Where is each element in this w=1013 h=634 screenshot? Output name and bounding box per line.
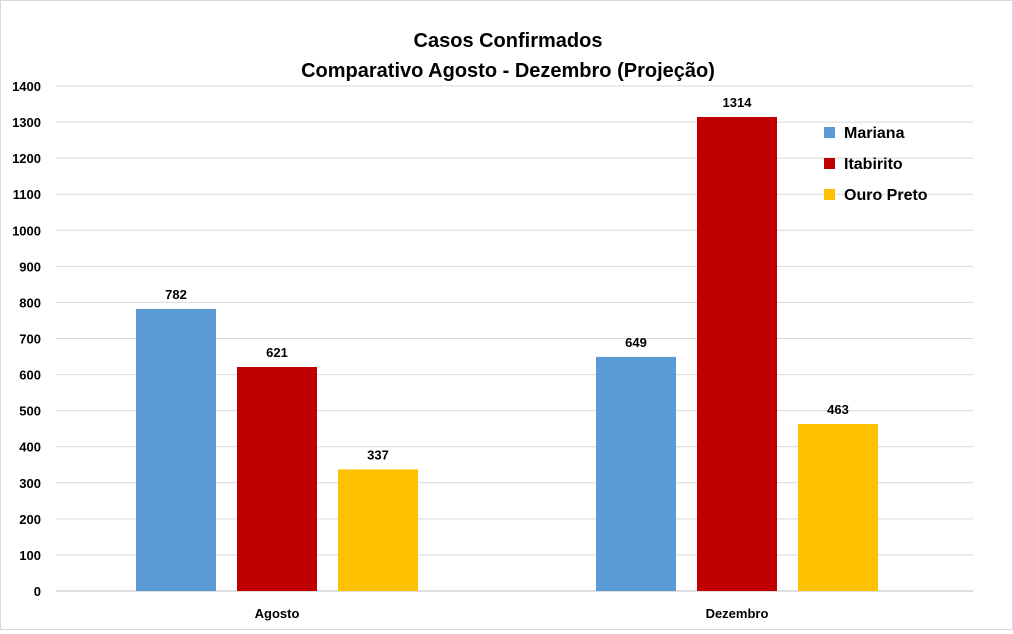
data-label: 649 (625, 335, 647, 350)
x-category-label: Dezembro (706, 606, 769, 621)
y-tick-label: 1400 (12, 79, 41, 94)
data-label: 621 (266, 345, 288, 360)
data-label: 337 (367, 447, 389, 462)
y-tick-label: 900 (19, 259, 41, 274)
data-label: 782 (165, 287, 187, 302)
data-labels: 782 621 337 649 1314 463 (165, 95, 849, 462)
y-tick-label: 0 (34, 584, 41, 599)
x-axis-categories: Agosto Dezembro (255, 606, 769, 621)
y-tick-label: 500 (19, 404, 41, 419)
legend-label: Mariana (844, 125, 905, 142)
y-tick-label: 1000 (12, 223, 41, 238)
y-axis-ticks: 0 100 200 300 400 500 600 700 800 900 1000 1100 1200… (12, 79, 41, 599)
y-tick-label: 1200 (12, 151, 41, 166)
chart-title: Casos Confirmados (414, 30, 603, 52)
y-tick-label: 100 (19, 548, 41, 563)
legend-swatch (824, 158, 835, 169)
x-category-label: Agosto (255, 606, 300, 621)
chart-subtitle: Comparativo Agosto - Dezembro (Projeção) (301, 60, 715, 82)
bar-mariana-dezembro (596, 356, 676, 591)
bar-ouro-preto-agosto (338, 469, 418, 591)
y-tick-label: 600 (19, 368, 41, 383)
bar-mariana-agosto (136, 308, 216, 591)
bars (136, 117, 878, 592)
legend-swatch (824, 127, 835, 138)
y-tick-label: 300 (19, 476, 41, 491)
legend-label: Itabirito (844, 156, 903, 173)
y-tick-label: 1100 (13, 187, 41, 202)
legend-label: Ouro Preto (844, 187, 928, 204)
legend: Mariana Itabirito Ouro Preto (824, 125, 928, 204)
data-label: 463 (827, 402, 849, 417)
y-tick-label: 1300 (12, 115, 41, 130)
legend-swatch (824, 189, 835, 200)
y-tick-label: 200 (19, 512, 41, 527)
bar-itabirito-dezembro (697, 117, 777, 592)
y-tick-label: 800 (19, 295, 41, 310)
y-tick-label: 400 (19, 440, 41, 455)
data-label: 1314 (723, 95, 753, 110)
bar-itabirito-agosto (237, 366, 317, 591)
y-tick-label: 700 (19, 332, 41, 347)
bar-ouro-preto-dezembro (798, 423, 878, 591)
